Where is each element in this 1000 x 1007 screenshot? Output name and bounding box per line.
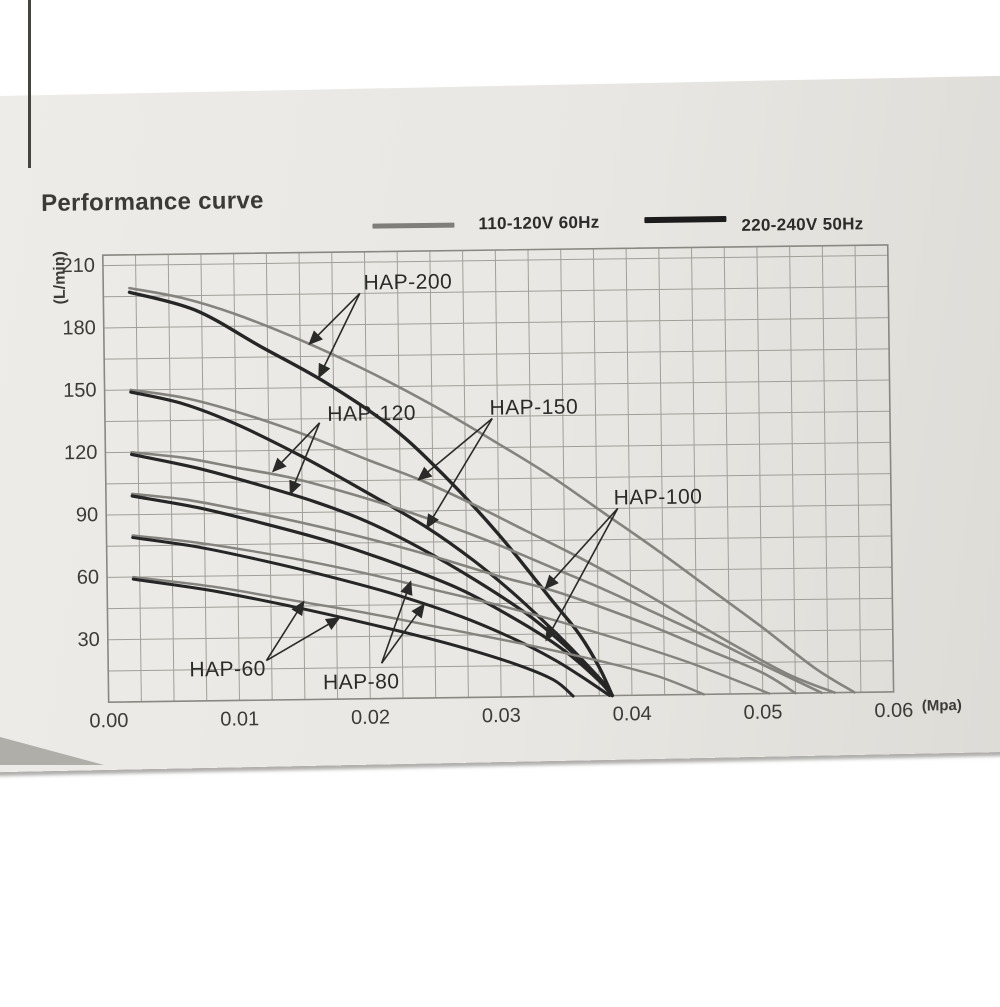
grid-line-horizontal (105, 473, 891, 485)
curve-label-hap-150: HAP-150 (489, 395, 578, 419)
curve-hap-80-60hz (131, 534, 771, 695)
curve-label-hap-100: HAP-100 (614, 485, 703, 509)
curve-hap-60-50hz (131, 577, 575, 698)
grid-line-horizontal (108, 660, 894, 672)
plot-border (101, 244, 895, 703)
grid-line-horizontal (107, 629, 893, 641)
annotation-arrow-hap-100 (544, 507, 619, 590)
grid-line-vertical (756, 246, 764, 694)
grid-line-vertical (494, 250, 502, 698)
grid-line-horizontal (107, 597, 893, 610)
annotation-arrow-hap-150 (426, 418, 493, 529)
grid-line-horizontal (103, 317, 889, 329)
grid-line-vertical (363, 251, 371, 699)
curve-hap-100-50hz (130, 494, 614, 698)
grid-line-vertical (723, 247, 731, 695)
y-tick-label: 60 (77, 567, 100, 589)
curve-hap-80-50hz (131, 536, 612, 698)
annotation-arrow-hap-80 (380, 603, 425, 664)
x-tick-label: 0.04 (613, 703, 652, 726)
y-axis-unit: (L/min) (51, 251, 69, 305)
grid-line-vertical (789, 246, 796, 694)
y-tick-label: 150 (63, 379, 97, 401)
grid-line-vertical (592, 248, 600, 696)
annotation-arrow-hap-200 (318, 293, 361, 379)
y-tick-label: 30 (77, 629, 100, 651)
grid-line-vertical (658, 247, 666, 695)
x-axis-unit: (Mpa) (922, 697, 962, 715)
annotation-arrow-hap-120 (289, 422, 321, 496)
annotation-arrow-hap-200 (308, 292, 361, 346)
x-tick-label: 0.03 (482, 705, 521, 728)
grid-line-vertical (462, 250, 469, 698)
grid-line-horizontal (103, 285, 889, 298)
grid-line-vertical (821, 245, 829, 693)
grid-line-vertical (625, 248, 633, 696)
curve-hap-60-60hz (131, 575, 706, 696)
y-tick-label: 210 (61, 255, 95, 277)
grid-line-vertical (429, 250, 437, 698)
curve-label-hap-200: HAP-200 (363, 270, 452, 294)
curve-label-hap-120: HAP-120 (327, 402, 416, 426)
grid-line-vertical (265, 253, 273, 701)
grid-line-horizontal (104, 410, 890, 422)
grid-line-vertical (527, 249, 535, 697)
x-tick-label: 0.01 (220, 708, 259, 731)
y-tick-label: 180 (62, 317, 96, 339)
paper-edge-line (28, 0, 31, 168)
y-tick-label: 90 (76, 504, 99, 526)
annotation-arrow-hap-60 (265, 600, 305, 662)
grid-line-vertical (200, 253, 208, 701)
grid-line-horizontal (104, 379, 890, 391)
x-tick-label: 0.02 (351, 706, 390, 729)
grid-line-horizontal (104, 348, 890, 360)
annotation-arrow-hap-120 (272, 422, 321, 473)
curve-hap-120-60hz (130, 451, 823, 695)
curve-hap-120-50hz (129, 452, 614, 698)
grid-line-vertical (691, 247, 698, 695)
curve-label-hap-80: HAP-80 (323, 670, 400, 694)
curve-label-hap-60: HAP-60 (189, 657, 266, 681)
grid-line-horizontal (107, 566, 892, 578)
grid-line-vertical (135, 254, 142, 702)
performance-curve-chart: 30 60 90 120 150 180 210 0.00 0.01 0.02 0.03 0.04 0.… (51, 244, 962, 733)
grid-line-horizontal (106, 504, 892, 516)
annotation-arrow-hap-150 (417, 417, 493, 481)
grid-line-vertical (396, 251, 404, 699)
grid-line-horizontal (102, 254, 888, 267)
grid-line-horizontal (105, 441, 891, 454)
grid-line-horizontal (106, 535, 892, 547)
grid-line-vertical (298, 252, 306, 700)
x-tick-label: 0.06 (874, 700, 913, 723)
x-tick-label: 0.00 (89, 710, 128, 733)
x-tick-label: 0.05 (743, 701, 782, 724)
grid-line-vertical (854, 245, 862, 693)
annotation-arrow-hap-60 (266, 617, 341, 662)
curve-hap-200-60hz (128, 286, 856, 694)
curve-hap-100-60hz (130, 492, 797, 695)
grid-line-vertical (167, 254, 175, 702)
grid-line-vertical (560, 249, 568, 697)
y-tick-label: 120 (64, 442, 98, 464)
annotation-arrow-hap-80 (380, 580, 413, 664)
curve-hap-150-60hz (129, 388, 836, 694)
curve-hap-200-50hz (127, 290, 615, 698)
annotation-arrow-hap-100 (545, 507, 619, 642)
